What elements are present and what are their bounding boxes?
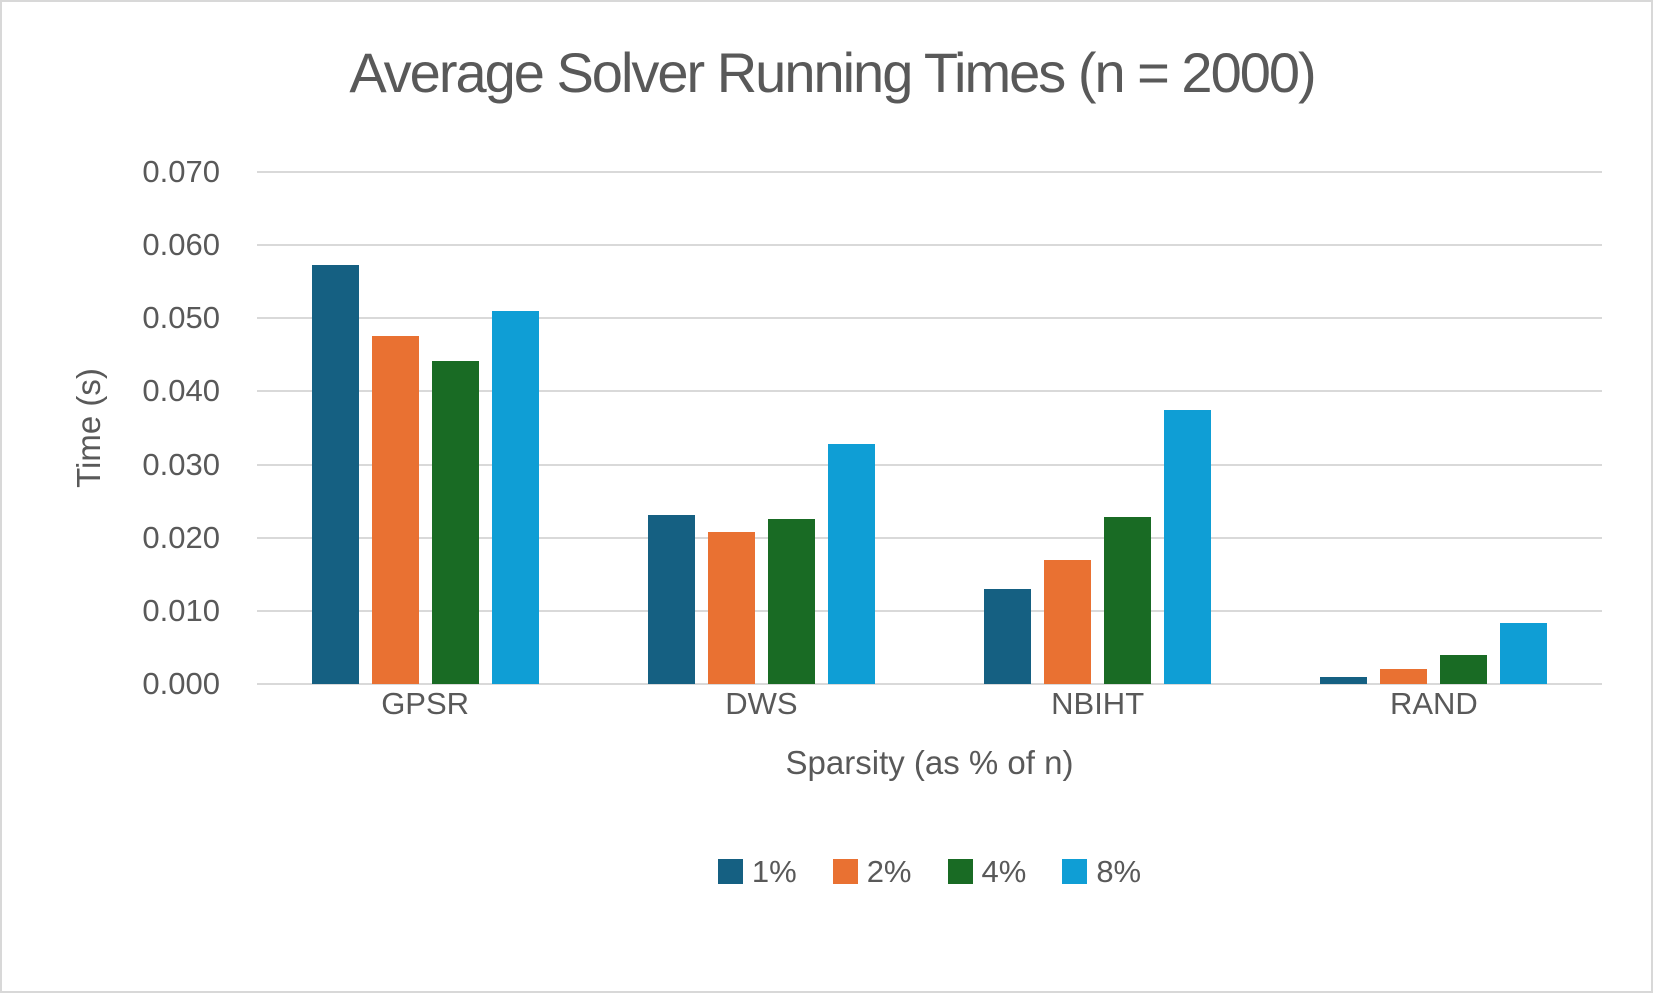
- y-tick-label: 0.060: [142, 227, 220, 263]
- bar-gpsr-2%: [372, 336, 419, 684]
- bar-rand-8%: [1500, 623, 1547, 684]
- bar-nbiht-1%: [984, 589, 1031, 684]
- gridline: [257, 171, 1602, 173]
- bar-dws-8%: [828, 444, 875, 684]
- legend-item-8%: 8%: [1062, 856, 1141, 887]
- bar-rand-4%: [1440, 655, 1487, 684]
- bar-nbiht-2%: [1044, 560, 1091, 684]
- legend-label: 2%: [866, 854, 912, 889]
- chart-title: Average Solver Running Times (n = 2000): [349, 41, 1316, 104]
- category-label-dws: DWS: [725, 686, 798, 721]
- y-tick-label: 0.010: [142, 592, 220, 628]
- bar-nbiht-8%: [1164, 410, 1211, 684]
- bar-gpsr-4%: [432, 361, 479, 684]
- bar-dws-1%: [648, 515, 695, 684]
- category-label-gpsr: GPSR: [381, 686, 470, 721]
- x-axis-title: Sparsity (as % of n): [785, 744, 1074, 781]
- bar-gpsr-8%: [492, 311, 539, 684]
- legend-swatch-icon: [832, 859, 858, 884]
- bar-dws-2%: [708, 532, 755, 684]
- legend-swatch-icon: [717, 859, 743, 884]
- y-tick-label: 0.030: [142, 446, 220, 482]
- legend-swatch-icon: [947, 859, 973, 884]
- y-tick-label: 0.050: [142, 300, 220, 336]
- legend-swatch-icon: [1062, 859, 1088, 884]
- gridline: [257, 536, 1602, 539]
- legend-label: 4%: [981, 854, 1027, 889]
- x-axis-line: [257, 683, 1602, 685]
- bar-rand-1%: [1320, 677, 1367, 684]
- bar-gpsr-1%: [312, 265, 359, 684]
- gridline: [257, 609, 1602, 612]
- legend-item-1%: 1%: [717, 854, 797, 889]
- gridline: [257, 463, 1602, 466]
- legend-item-2%: 2%: [832, 854, 912, 889]
- category-label-rand: RAND: [1389, 686, 1478, 721]
- category-label-nbiht: NBIHT: [1051, 686, 1145, 721]
- y-tick-label: 0.040: [142, 373, 220, 409]
- y-tick-label: 0.000: [142, 666, 220, 701]
- y-tick-label: 0.020: [142, 519, 220, 555]
- bar-rand-2%: [1380, 669, 1427, 684]
- gridline: [257, 244, 1602, 247]
- bar-nbiht-4%: [1104, 517, 1151, 684]
- bar-dws-4%: [768, 519, 815, 684]
- legend: 1% 2% 4% 8%: [257, 856, 1602, 887]
- legend-label: 8%: [1096, 854, 1142, 889]
- legend-item-4%: 4%: [947, 854, 1027, 889]
- legend-label: 1%: [751, 854, 797, 889]
- y-tick-label: 0.070: [142, 154, 220, 189]
- gridline: [257, 390, 1602, 393]
- gridline: [257, 317, 1602, 320]
